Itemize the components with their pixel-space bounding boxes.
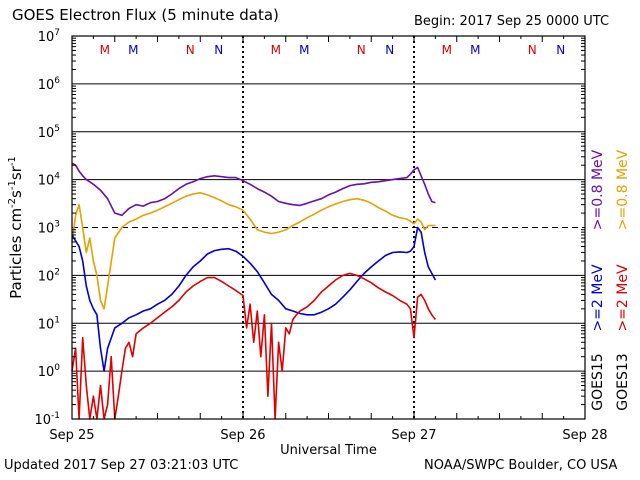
chart-title: GOES Electron Flux (5 minute data) (12, 6, 279, 24)
legend-entry: >=0.8 MeV (590, 149, 606, 230)
marker-label: M (470, 43, 480, 57)
series-line (71, 272, 437, 420)
y-tick-label: 105 (38, 124, 60, 141)
legend-entry: >=2 MeV (590, 264, 606, 332)
legend-entry: GOES15 (590, 353, 606, 410)
marker-label: N (385, 43, 394, 57)
legend-entry: GOES13 (615, 353, 631, 410)
marker-label: N (556, 43, 565, 57)
marker-label: M (299, 43, 309, 57)
marker-label: M (442, 43, 452, 57)
legend-entry: >=2 MeV (615, 264, 631, 332)
y-tick-label: 104 (38, 172, 61, 189)
y-axis-label: Particles cm-2s-1sr-1 (7, 156, 25, 299)
x-tick-label: Sep 27 (391, 428, 436, 443)
series-line (71, 192, 436, 310)
x-tick-label: Sep 28 (562, 428, 607, 443)
marker-label: N (528, 43, 537, 57)
marker-label: M (271, 43, 281, 57)
marker-label: M (128, 43, 138, 57)
y-tick-label: 103 (38, 220, 60, 237)
updated-timestamp: Updated 2017 Sep 27 03:21:03 UTC (4, 458, 239, 473)
marker-label: N (186, 43, 195, 57)
marker-label: N (214, 43, 223, 57)
x-tick-label: Sep 25 (49, 428, 94, 443)
x-axis-label: Universal Time (280, 443, 377, 458)
x-tick-label: Sep 26 (220, 428, 265, 443)
legend-entry: >=0.8 MeV (615, 149, 631, 230)
plot-frame (71, 35, 586, 420)
series-line (71, 226, 437, 372)
y-tick-label: 107 (38, 28, 60, 45)
y-tick-label: 10-1 (34, 411, 60, 428)
y-tick-label: 100 (38, 363, 61, 380)
series-line (71, 162, 436, 217)
y-tick-label: 101 (38, 315, 60, 332)
begin-time-label: Begin: 2017 Sep 25 0000 UTC (414, 14, 610, 29)
credit-label: NOAA/SWPC Boulder, CO USA (424, 458, 618, 473)
y-tick-label: 102 (38, 267, 60, 284)
marker-label: N (357, 43, 366, 57)
y-tick-label: 106 (38, 76, 61, 93)
marker-label: M (100, 43, 110, 57)
